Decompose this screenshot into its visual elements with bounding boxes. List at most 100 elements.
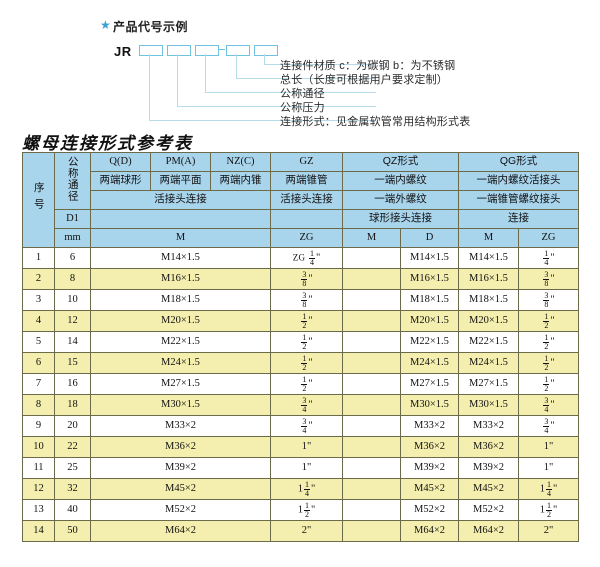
table-row: 14 50 M64×2 2" M64×2 M64×2 2" — [22, 520, 579, 542]
header-unit-gz-zg: ZG — [270, 228, 343, 248]
cell-nominal-dia: 15 — [54, 352, 91, 374]
header-group-nzc: NZ(C) — [210, 152, 271, 172]
inch-mark: " — [550, 336, 555, 348]
whole-number: 2 — [301, 525, 307, 537]
inch-mark: " — [548, 441, 554, 453]
cell-nominal-dia: 25 — [54, 457, 91, 479]
cell-gz-zg: 1 2 " — [270, 352, 343, 374]
header-group-gz: GZ — [270, 152, 343, 172]
cell-qg-zg: 1" — [518, 436, 579, 458]
whole-number: 2 — [543, 525, 549, 537]
table-row: 1 6 M14×1.5 ZG 1 4 " M14×1.5 M14×1.5 1 4 " — [22, 247, 579, 269]
table-row: 5 14 M22×1.5 1 2 " M22×1.5 M22×1.5 1 2 " — [22, 331, 579, 353]
inch-mark: " — [550, 378, 555, 390]
cell-qg-m: M16×1.5 — [458, 268, 519, 290]
header-desc-qd: 两端球形 — [90, 171, 151, 191]
table-row: 6 15 M24×1.5 1 2 " M24×1.5 M24×1.5 1 2 " — [22, 352, 579, 374]
cell-thread-m: M30×1.5 — [90, 394, 271, 416]
cell-seq: 13 — [22, 499, 55, 521]
cell-qz-d: M52×2 — [400, 499, 459, 521]
table-row: 2 8 M16×1.5 3 8 " M16×1.5 M16×1.5 3 8 " — [22, 268, 579, 290]
cell-qg-zg: 1 2 " — [518, 331, 579, 353]
cell-qz-d: M14×1.5 — [400, 247, 459, 269]
leader-line-v-3 — [205, 54, 206, 93]
inch-mark: " — [310, 483, 316, 495]
inch-mark: " — [308, 378, 313, 390]
cell-qg-m: M36×2 — [458, 436, 519, 458]
cell-gz-zg: 1 2 " — [270, 373, 343, 395]
cell-nominal-dia: 16 — [54, 373, 91, 395]
cell-gz-zg: 1" — [270, 436, 343, 458]
code-label-length: 总长（长度可根据用户要求定制） — [280, 74, 448, 86]
cell-nominal-dia: 32 — [54, 478, 91, 500]
header-unit-qg-m: M — [458, 228, 519, 248]
inch-mark: " — [306, 462, 312, 474]
cell-seq: 9 — [22, 415, 55, 437]
cell-thread-m: M16×1.5 — [90, 268, 271, 290]
whole-number: 1 — [543, 462, 549, 474]
whole-number: 1 — [543, 441, 549, 453]
inch-mark: " — [308, 420, 313, 432]
cell-nominal-dia: 6 — [54, 247, 91, 269]
cell-qz-m — [342, 478, 401, 500]
cell-thread-m: M64×2 — [90, 520, 271, 542]
inch-mark: " — [306, 441, 312, 453]
cell-qg-m: M33×2 — [458, 415, 519, 437]
cell-thread-m: M24×1.5 — [90, 352, 271, 374]
cell-qz-d: M39×2 — [400, 457, 459, 479]
cell-nominal-dia: 8 — [54, 268, 91, 290]
code-label-nominal-pressure: 公称压力 — [280, 102, 325, 114]
cell-qg-zg: 1" — [518, 457, 579, 479]
cell-qg-zg: 2" — [518, 520, 579, 542]
cell-qg-m: M27×1.5 — [458, 373, 519, 395]
inch-mark: " — [548, 462, 554, 474]
cell-nominal-dia: 18 — [54, 394, 91, 416]
cell-qg-m: M18×1.5 — [458, 289, 519, 311]
code-box-5 — [254, 45, 278, 56]
inch-mark: " — [315, 252, 321, 264]
inch-mark: " — [308, 315, 313, 327]
cell-thread-m: M20×1.5 — [90, 310, 271, 332]
cell-nominal-dia: 14 — [54, 331, 91, 353]
inch-mark: " — [308, 357, 313, 369]
inch-mark: " — [552, 504, 558, 516]
cell-qz-m — [342, 436, 401, 458]
header-conn-left: 活接头连接 — [90, 190, 271, 210]
cell-qg-zg: 3 4 " — [518, 415, 579, 437]
inch-mark: " — [550, 357, 555, 369]
cell-nominal-dia: 10 — [54, 289, 91, 311]
cell-thread-m: M22×1.5 — [90, 331, 271, 353]
table-row: 10 22 M36×2 1" M36×2 M36×2 1" — [22, 436, 579, 458]
header-unit-m-left: M — [90, 228, 271, 248]
cell-seq: 8 — [22, 394, 55, 416]
cell-qz-d: M27×1.5 — [400, 373, 459, 395]
table-row: 11 25 M39×2 1" M39×2 M39×2 1" — [22, 457, 579, 479]
cell-gz-zg: 3 8 " — [270, 289, 343, 311]
cell-qz-d: M18×1.5 — [400, 289, 459, 311]
inch-mark: " — [310, 504, 316, 516]
cell-nominal-dia: 20 — [54, 415, 91, 437]
header-unit-qg-zg: ZG — [518, 228, 579, 248]
cell-qz-d: M20×1.5 — [400, 310, 459, 332]
header-nominal-dia-label: 公称通径 — [66, 156, 79, 203]
leader-line-h-4 — [236, 78, 376, 79]
cell-qz-d: M30×1.5 — [400, 394, 459, 416]
inch-mark: " — [550, 294, 555, 306]
inch-mark: " — [552, 483, 558, 495]
cell-qz-m — [342, 352, 401, 374]
code-label-nominal-dia: 公称通径 — [280, 88, 325, 100]
cell-qz-m — [342, 331, 401, 353]
cell-qz-d: M22×1.5 — [400, 331, 459, 353]
cell-qz-d: M45×2 — [400, 478, 459, 500]
code-box-4 — [226, 45, 250, 56]
cell-seq: 10 — [22, 436, 55, 458]
